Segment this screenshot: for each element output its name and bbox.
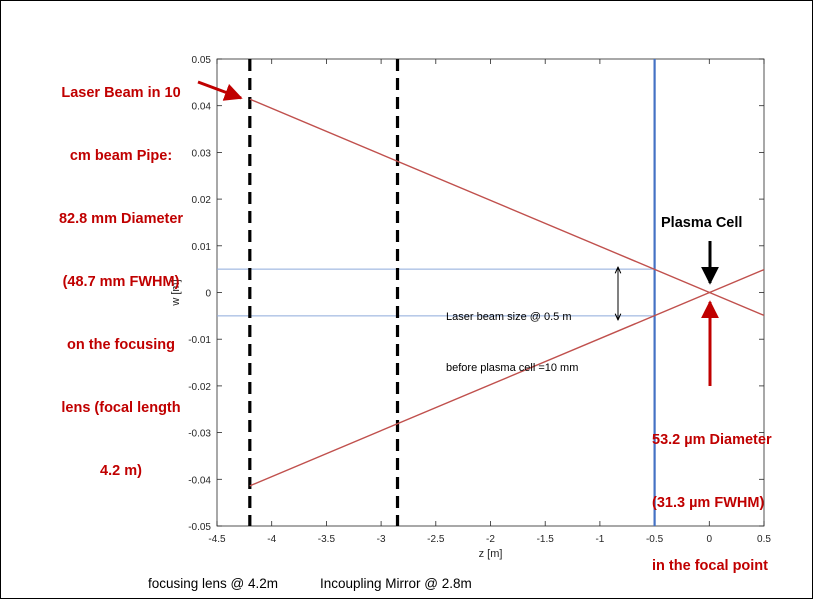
left-label-arrow (197, 80, 243, 101)
beam-size-line: Laser beam size @ 0.5 m (446, 311, 572, 323)
focal-label-line: (31.3 µm FWHM) (652, 495, 765, 511)
left-label-line: Laser Beam in 10 (61, 85, 181, 101)
left-label-line: 82.8 mm Diameter (58, 211, 184, 227)
focal-label-line: in the focal point (652, 558, 768, 574)
x-tick-label: 0 (707, 534, 713, 545)
left-label-line: (48.7 mm FWHM) (62, 274, 180, 290)
beam-envelope-line (249, 268, 765, 487)
y-tick-label: -0.03 (188, 429, 211, 440)
x-tick-label: -4.5 (208, 534, 226, 545)
caption-focusing-lens: focusing lens @ 4.2m (148, 576, 279, 591)
x-tick-label: -2 (486, 534, 495, 545)
y-tick-label: 0.01 (192, 242, 212, 253)
x-tick-label: -3 (377, 534, 386, 545)
y-tick-label: 0.02 (192, 195, 212, 206)
x-tick-label: -1.5 (537, 534, 555, 545)
beam-size-line: before plasma cell =10 mm (446, 362, 579, 374)
x-tick-label: 0.5 (757, 534, 771, 545)
y-tick-label: 0.04 (192, 102, 212, 113)
arrow-layer (197, 80, 719, 386)
y-tick-label: -0.05 (188, 522, 211, 533)
y-tick-label: 0.05 (192, 55, 212, 66)
x-tick-label: -1 (595, 534, 604, 545)
y-tick-label: 0 (205, 289, 211, 300)
left-label-line: lens (focal length (61, 400, 181, 416)
focal-label-line: 53.2 µm Diameter (652, 432, 772, 448)
x-axis-label: z [m] (479, 548, 503, 560)
y-axis-label: w [m] (170, 279, 182, 306)
left-label-line: on the focusing (67, 337, 175, 353)
plot-background-layer (216, 58, 765, 527)
data-layer (217, 59, 765, 526)
left-label-line: 4.2 m) (100, 463, 142, 479)
plot-area (216, 58, 765, 527)
x-tick-label: -4 (267, 534, 276, 545)
plasma-cell-label: Plasma Cell (661, 215, 743, 231)
tick-layer: -4.5 -4 -3.5 -3 -2.5 -2 -1.5 -1 -0.5 0 0.5 0.05 0.04… (170, 55, 771, 560)
x-tick-label: -3.5 (318, 534, 336, 545)
beam-envelope-line (249, 98, 765, 317)
x-tick-label: -2.5 (427, 534, 445, 545)
beam-size-annotation: Laser beam size @ 0.5 m before plasma ce… (446, 275, 578, 411)
left-label-line: cm beam Pipe: (69, 148, 173, 164)
y-tick-label: -0.01 (188, 335, 211, 346)
y-tick-label: -0.02 (188, 382, 211, 393)
y-tick-label: -0.04 (188, 475, 211, 486)
caption-incoupling-mirror: Incoupling Mirror @ 2.8m (320, 576, 472, 591)
x-tick-label: -0.5 (646, 534, 664, 545)
y-tick-label: 0.03 (192, 148, 212, 159)
left-beam-label: Laser Beam in 10 cm beam Pipe: 82.8 mm D… (21, 41, 221, 524)
focal-point-label: 53.2 µm Diameter (31.3 µm FWHM) in the f… (652, 388, 772, 598)
